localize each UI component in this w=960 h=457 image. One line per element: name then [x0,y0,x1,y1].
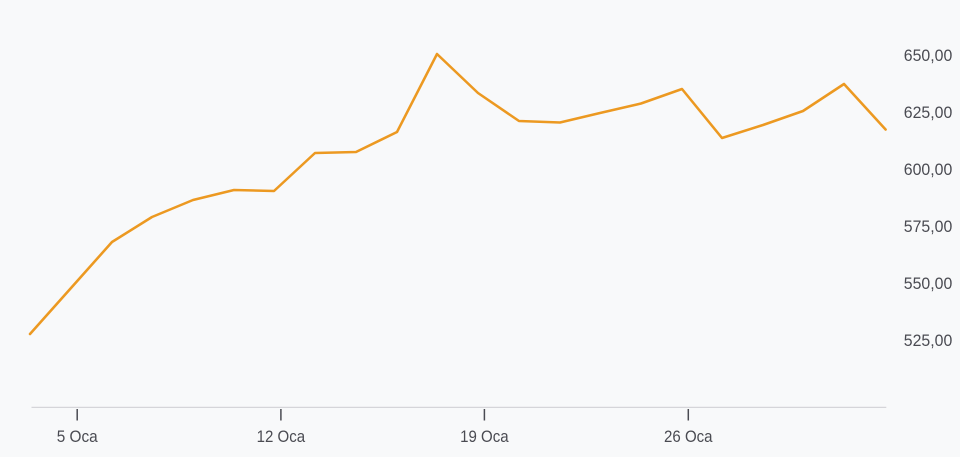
svg-text:19 Oca: 19 Oca [460,427,509,446]
svg-text:550,00: 550,00 [904,274,953,293]
svg-text:26 Oca: 26 Oca [664,427,713,446]
svg-text:650,00: 650,00 [904,46,953,65]
svg-text:625,00: 625,00 [904,103,953,122]
svg-text:525,00: 525,00 [904,331,953,350]
svg-text:5 Oca: 5 Oca [57,427,98,446]
svg-text:600,00: 600,00 [904,160,953,179]
svg-text:12 Oca: 12 Oca [257,427,306,446]
svg-text:575,00: 575,00 [904,217,953,236]
